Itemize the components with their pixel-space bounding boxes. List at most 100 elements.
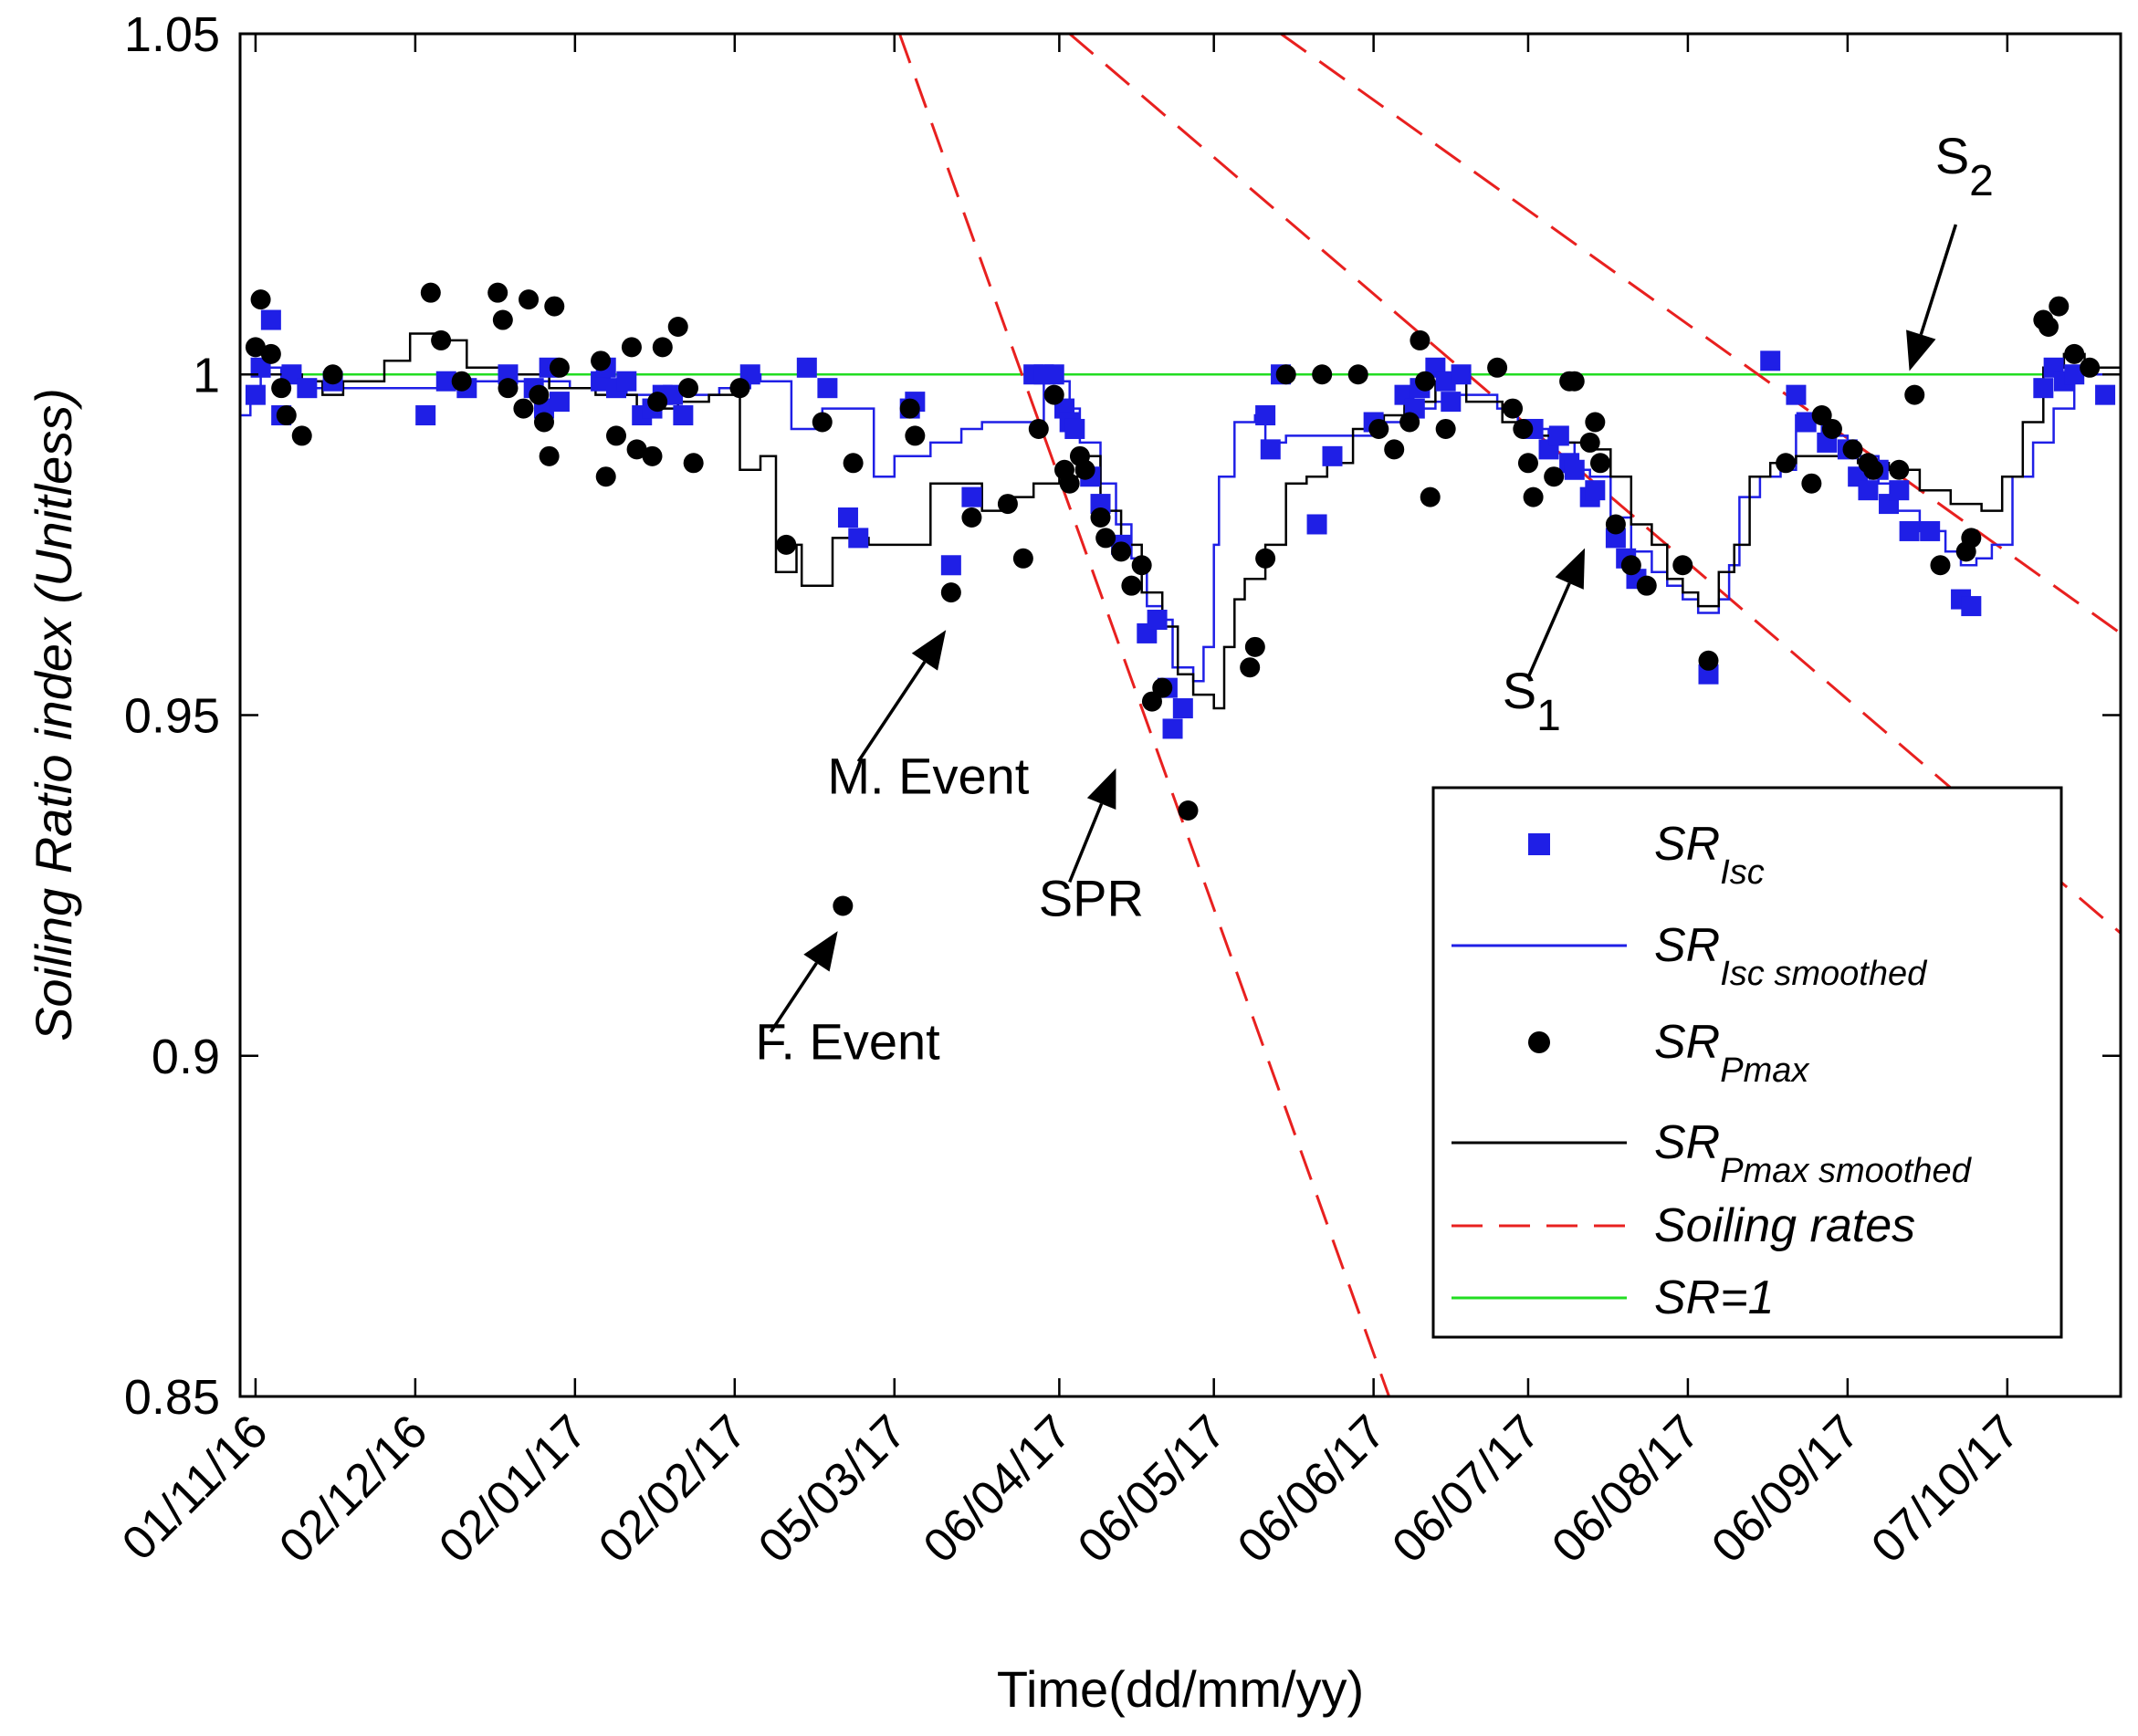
- sr-pmax-point-14: [519, 289, 540, 310]
- sr-isc-point-64: [1564, 459, 1585, 480]
- sr-pmax-point-93: [1904, 384, 1925, 405]
- sr-pmax-point-51: [1121, 575, 1142, 596]
- sr-isc-point-22: [663, 384, 684, 405]
- spr-label: SPR: [1039, 870, 1144, 927]
- legend-label-5: SR=1: [1654, 1271, 1775, 1324]
- sr-isc-point-88: [2064, 364, 2085, 385]
- sr-pmax-point-29: [678, 378, 699, 399]
- sr-pmax-point-71: [1513, 418, 1534, 439]
- sr-isc-point-51: [1322, 445, 1343, 466]
- s2-label: S2: [1935, 127, 1994, 205]
- sr-pmax-point-65: [1410, 329, 1431, 350]
- sr-isc-point-43: [1147, 609, 1168, 630]
- sr-pmax-point-72: [1517, 453, 1538, 474]
- sr-pmax-point-22: [606, 425, 626, 446]
- sr-pmax-point-99: [2049, 296, 2070, 317]
- sr-isc-point-23: [673, 405, 694, 426]
- sr-pmax-point-58: [1255, 548, 1276, 569]
- legend-symbol-0: [1528, 833, 1550, 855]
- x-axis-title: Time(dd/mm/yy): [997, 1660, 1364, 1718]
- sr-pmax-point-48: [1090, 507, 1111, 528]
- sr-isc-point-50: [1306, 514, 1327, 535]
- legend-box: [1431, 786, 2063, 1339]
- sr-pmax-point-10: [487, 282, 508, 303]
- series-line-3: [240, 332, 2121, 710]
- sr-pmax-point-9: [451, 371, 472, 392]
- sr-pmax-point-33: [812, 412, 833, 433]
- s1-arrow-head: [1555, 548, 1586, 590]
- sr-pmax-point-28: [667, 316, 688, 337]
- sr-pmax-point-83: [1672, 555, 1693, 576]
- sr-pmax-point-16: [533, 412, 554, 433]
- sr-isc-point-35: [1043, 364, 1064, 385]
- sr-pmax-point-7: [420, 282, 441, 303]
- sr-isc-point-62: [1548, 425, 1569, 446]
- f-event-arrow-head: [803, 931, 838, 972]
- sr-isc-point-46: [1172, 698, 1193, 719]
- sr-pmax-point-101: [2080, 357, 2101, 378]
- sr-pmax-point-15: [529, 384, 550, 405]
- sr-pmax-point-55: [1178, 800, 1199, 821]
- sr-isc-point-85: [2033, 378, 2054, 399]
- sr-isc-point-8: [435, 371, 456, 392]
- legend: SRIsc SRIsc smoothed SRPmax SRPmax smoothed…: [1431, 786, 2063, 1339]
- sr-isc-point-25: [796, 357, 817, 378]
- sr-isc-point-66: [1585, 480, 1606, 501]
- legend-label-3: SRPmax smoothed: [1654, 1116, 1973, 1190]
- sr-isc-point-5: [297, 378, 318, 399]
- sr-pmax-point-23: [621, 337, 642, 358]
- sr-pmax-point-80: [1605, 514, 1626, 535]
- sr-pmax-point-59: [1275, 364, 1296, 385]
- sr-pmax-point-30: [683, 453, 704, 474]
- sr-isc-point-4: [281, 364, 302, 385]
- sr-isc-point-1: [250, 357, 271, 378]
- sr-pmax-point-73: [1523, 486, 1544, 507]
- sr-pmax-point-64: [1399, 412, 1420, 433]
- sr-isc-point-31: [940, 555, 961, 576]
- sr-pmax-point-4: [276, 405, 297, 426]
- sr-pmax-point-82: [1636, 575, 1657, 596]
- sr-isc-point-7: [415, 405, 436, 426]
- sr-pmax-point-53: [1141, 691, 1162, 712]
- sr-pmax-point-26: [647, 392, 668, 413]
- sr-isc-point-72: [1786, 384, 1807, 405]
- sr-isc-point-18: [616, 371, 637, 392]
- sr-pmax-point-49: [1095, 528, 1116, 549]
- sr-isc-point-59: [1451, 364, 1472, 385]
- sr-pmax-point-31: [729, 378, 750, 399]
- sr-pmax-point-42: [1028, 418, 1049, 439]
- sr-pmax-point-38: [940, 582, 961, 603]
- sr-pmax-point-17: [539, 445, 560, 466]
- sr-pmax-point-39: [961, 507, 982, 528]
- sr-pmax-point-34: [833, 895, 854, 916]
- sr-pmax-point-52: [1131, 555, 1152, 576]
- sr-isc-point-73: [1796, 412, 1817, 433]
- soiling-rate-line-2: [1280, 34, 2121, 635]
- sr-isc-point-82: [1920, 520, 1941, 541]
- sr-isc-point-80: [1889, 480, 1910, 501]
- sr-isc-point-32: [961, 486, 982, 507]
- sr-pmax-point-2: [260, 343, 281, 364]
- sr-pmax-point-79: [1589, 453, 1610, 474]
- y-tick-label-4: 1.05: [124, 7, 220, 62]
- s1-arrow-line: [1526, 582, 1571, 679]
- sr-pmax-point-86: [1801, 473, 1822, 494]
- s2-arrow-line: [1919, 224, 1958, 336]
- legend-symbol-2: [1528, 1031, 1550, 1053]
- sr-pmax-point-69: [1487, 357, 1508, 378]
- sr-isc-point-38: [1064, 418, 1085, 439]
- sr-pmax-point-56: [1240, 657, 1261, 678]
- sr-isc-point-45: [1162, 718, 1183, 739]
- sr-pmax-point-77: [1579, 432, 1600, 453]
- sr-pmax-point-88: [1821, 418, 1842, 439]
- m-event-label: M. Event: [827, 747, 1029, 804]
- sr-pmax-point-94: [1930, 555, 1951, 576]
- sr-pmax-point-70: [1503, 398, 1524, 419]
- sr-pmax-point-35: [843, 453, 864, 474]
- plot-area: [240, 34, 2121, 1396]
- m-event-arrow-head: [911, 630, 947, 671]
- s1-label: S1: [1503, 662, 1561, 740]
- soiling-rate-line-0: [897, 34, 1390, 1396]
- sr-pmax-point-57: [1244, 636, 1265, 657]
